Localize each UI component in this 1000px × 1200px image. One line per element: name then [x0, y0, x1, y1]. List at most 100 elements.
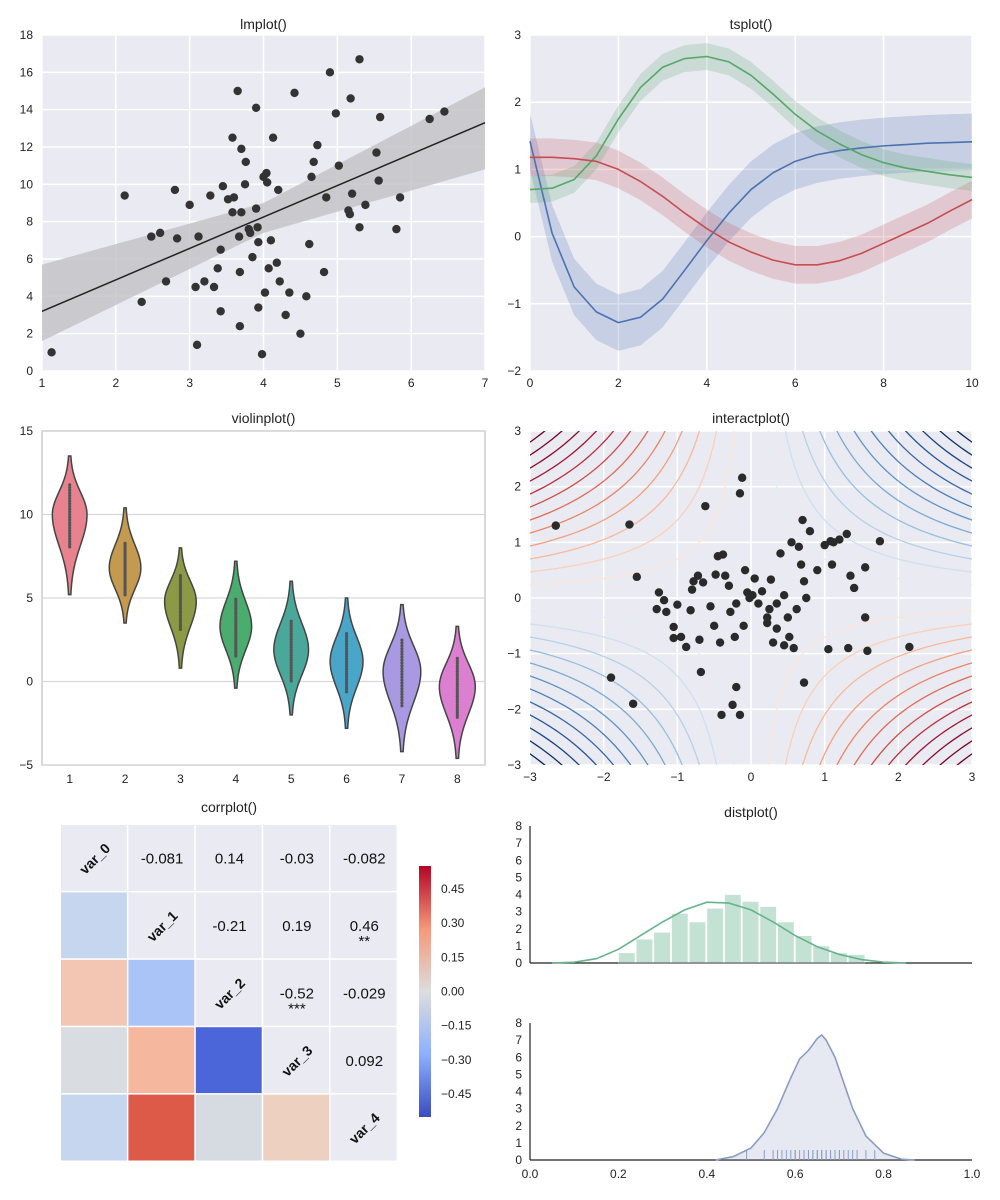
scatter-point [732, 599, 741, 608]
x-tick-label: −3 [523, 770, 537, 784]
violin-observation [455, 674, 459, 678]
violin-observation [68, 545, 72, 549]
scatter-point [372, 148, 381, 157]
scatter-point [728, 700, 737, 710]
x-tick-label: 5 [334, 376, 341, 390]
scatter-point [290, 88, 299, 98]
scatter-point [779, 641, 789, 650]
violin-observation [68, 485, 72, 490]
violin-observation [455, 656, 459, 660]
scatter-point [307, 172, 316, 182]
scatter-point [785, 632, 794, 642]
y-tick-label: 0 [514, 591, 521, 605]
violin-observation [123, 586, 127, 590]
scatter-point [776, 549, 785, 558]
x-tick-label: 2 [895, 770, 902, 784]
scatter-point [739, 621, 748, 631]
violin-observation [178, 623, 183, 627]
x-tick-label: 2 [112, 376, 119, 390]
violin-observation [178, 597, 183, 601]
x-tick-label: 0.6 [787, 1167, 804, 1181]
scatter-point [253, 223, 262, 232]
violin-observation [68, 523, 72, 527]
scatter-point [302, 292, 311, 301]
violin-observation [344, 667, 349, 671]
heatmap-cell [61, 892, 127, 959]
y-tick-label: 0 [26, 364, 33, 378]
violin-observation [123, 555, 127, 559]
violin-observation [68, 510, 72, 514]
heatmap-cell [61, 1094, 127, 1161]
violin-observation [400, 689, 404, 694]
x-tick-label: 1 [39, 376, 46, 390]
scatter-point [228, 133, 237, 142]
heatmap-cell [128, 1094, 195, 1161]
x-tick-label: 4 [703, 376, 710, 390]
scatter-point [748, 591, 757, 600]
scatter-point [375, 112, 385, 122]
violin-observation [455, 700, 459, 704]
violin-observation [123, 541, 127, 545]
correlation-value: -0.029 [343, 986, 386, 1003]
violin-observation [68, 539, 72, 544]
contour-line [921, 431, 972, 469]
colorbar-tick-label: −0.45 [441, 1087, 472, 1101]
x-tick-label: 1 [66, 772, 73, 786]
violin-observation [289, 663, 293, 667]
interactplot-panel: −3 −2 −1 0 1 2 3 −3 −2 −1 0 1 2 3 interactplot() [507, 410, 975, 784]
violin-observation [68, 526, 72, 530]
tsplot-panel: 0 2 4 6 8 10 −2 −1 0 1 2 3 tsplot() [507, 16, 979, 390]
violin-observation [400, 698, 404, 702]
contour-line [939, 431, 972, 456]
scatter-point [735, 710, 745, 720]
contour-line [530, 431, 563, 456]
scatter-point [695, 635, 704, 644]
scatter-point [374, 176, 383, 185]
histogram-bar [618, 952, 636, 964]
violin-observation [289, 624, 293, 628]
y-tick-label: 2 [515, 922, 522, 936]
kde-curve [552, 901, 906, 964]
violin-observation [289, 668, 293, 673]
scatter-point [669, 622, 678, 632]
contour-line [853, 675, 972, 765]
violin-observation [234, 602, 238, 606]
scatter-point [262, 168, 271, 178]
scatter-point [709, 621, 719, 631]
scatter-point [254, 303, 263, 312]
violin-observation [123, 584, 127, 588]
contour-line [836, 662, 972, 765]
violin-observation [234, 612, 238, 616]
contour-line [784, 623, 972, 765]
contour-line [530, 662, 666, 765]
histogram-bar [777, 921, 795, 964]
violin-observation [400, 701, 404, 705]
significance-stars: *** [288, 1001, 306, 1018]
violin-observation [234, 627, 238, 631]
y-tick-label: 0 [26, 675, 33, 689]
scatter-point [170, 185, 180, 195]
violin-observation [68, 507, 72, 511]
heatmap-cell [263, 1094, 330, 1161]
violin-observation [455, 669, 459, 673]
scatter-point [717, 710, 726, 720]
correlation-value: -0.21 [212, 918, 246, 935]
y-tick-label: 0 [515, 956, 522, 970]
scatter-point [794, 542, 804, 551]
scatter-point [846, 571, 855, 580]
scatter-point [272, 258, 281, 267]
violin-observation [455, 705, 459, 709]
scatter-point [355, 223, 364, 232]
y-tick-label: −5 [19, 758, 33, 772]
y-tick-label: 1 [515, 1136, 522, 1150]
contour-line [530, 431, 666, 534]
violin-observation [123, 557, 127, 561]
scatter-point [254, 238, 263, 247]
heatmap-cell [263, 959, 330, 1026]
violin-observation [455, 715, 459, 719]
violin-observation [400, 675, 404, 679]
y-tick-label: −2 [507, 702, 521, 716]
violin-observation [400, 704, 404, 708]
scatter-point [789, 643, 798, 653]
y-tick-label: 7 [515, 836, 522, 850]
